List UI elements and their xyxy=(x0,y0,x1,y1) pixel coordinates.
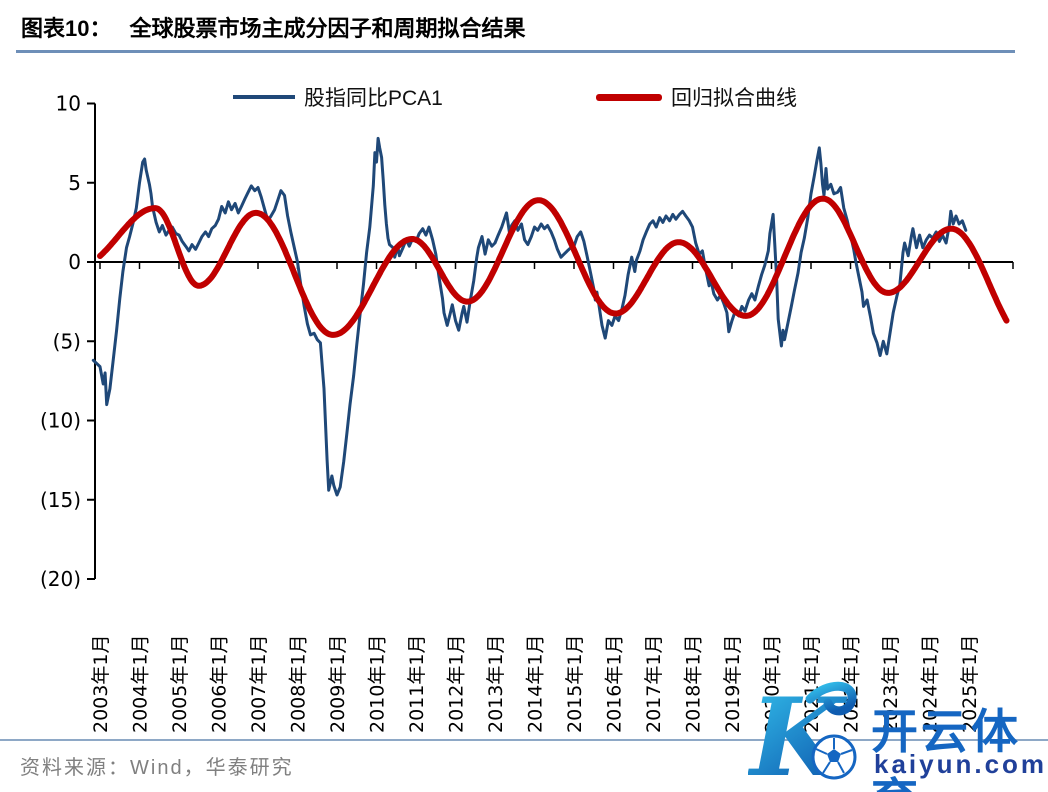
pca1-line-swatch-icon xyxy=(233,95,295,99)
x-tick-label: 2010年1月 xyxy=(367,635,389,733)
x-tick-label: 2009年1月 xyxy=(327,635,349,733)
y-tick-label: (20) xyxy=(40,567,81,591)
y-tick-label: 10 xyxy=(56,92,81,116)
legend-label-fit-curve: 回归拟合曲线 xyxy=(671,87,797,110)
title-divider xyxy=(16,50,1015,53)
y-tick-label: (15) xyxy=(40,488,81,512)
x-tick-label: 2004年1月 xyxy=(130,635,152,733)
figure-title-text: 全球股票市场主成分因子和周期拟合结果 xyxy=(129,16,526,41)
x-tick-label: 2016年1月 xyxy=(604,635,626,733)
x-tick-label: 2020年1月 xyxy=(762,635,784,733)
y-tick-label: 0 xyxy=(68,250,81,274)
figure-number: 图表10： xyxy=(21,16,112,41)
legend-item-pca1: 股指同比PCA1 xyxy=(233,84,443,110)
x-tick-label: 2013年1月 xyxy=(485,635,507,733)
legend-item-fit-curve: 回归拟合曲线 xyxy=(596,84,797,110)
pca1-line xyxy=(91,136,968,497)
page-title: 图表10： 全球股票市场主成分因子和周期拟合结果 xyxy=(21,11,1021,43)
y-tick-label: 5 xyxy=(68,171,81,195)
x-tick-label: 2003年1月 xyxy=(90,635,112,733)
x-tick-label: 2022年1月 xyxy=(841,635,863,733)
x-tick-label: 2007年1月 xyxy=(248,635,270,733)
x-tick-label: 2005年1月 xyxy=(169,635,191,733)
legend-label-pca1: 股指同比PCA1 xyxy=(304,87,443,110)
fit-curve-line xyxy=(97,195,1010,338)
x-tick-label: 2017年1月 xyxy=(643,635,665,733)
x-tick-label: 2025年1月 xyxy=(959,635,981,733)
y-tick-label: (10) xyxy=(40,409,81,433)
x-tick-label: 2023年1月 xyxy=(880,635,902,733)
x-tick-label: 2006年1月 xyxy=(209,635,231,733)
fit-curve-swatch-icon xyxy=(596,93,662,101)
source-note: 资料来源：Wind，华泰研究 xyxy=(20,757,294,779)
x-tick-label: 2024年1月 xyxy=(920,635,942,733)
footer-divider xyxy=(0,739,1048,741)
y-tick-label: (5) xyxy=(53,329,81,353)
x-tick-label: 2014年1月 xyxy=(525,635,547,733)
x-tick-label: 2015年1月 xyxy=(564,635,586,733)
x-tick-label: 2011年1月 xyxy=(406,635,428,733)
x-tick-label: 2019年1月 xyxy=(722,635,744,733)
x-tick-label: 2021年1月 xyxy=(801,635,823,733)
x-tick-label: 2018年1月 xyxy=(683,635,705,733)
x-tick-label: 2008年1月 xyxy=(288,635,310,733)
x-tick-label: 2012年1月 xyxy=(446,635,468,733)
